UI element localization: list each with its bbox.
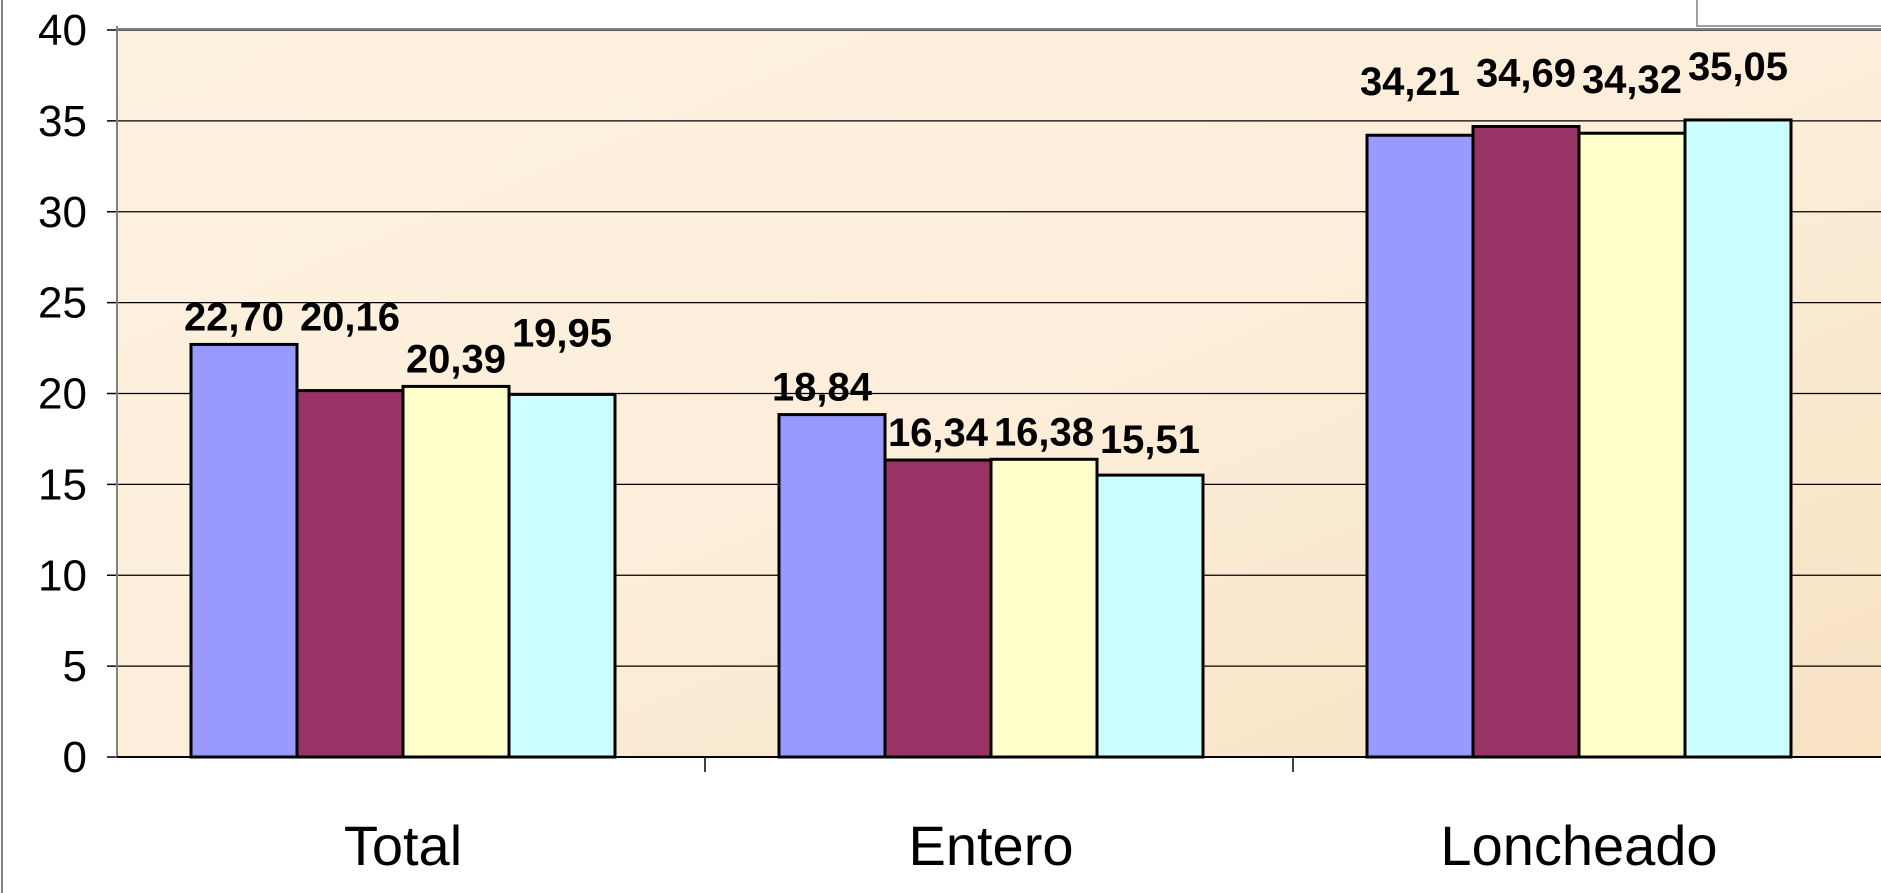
bar [989, 457, 1099, 759]
data-label: 19,95 [512, 311, 612, 355]
bar [1471, 125, 1581, 759]
legend-box-fragment [1696, 0, 1881, 27]
data-label: 34,21 [1360, 60, 1460, 104]
bar [1683, 118, 1793, 759]
bar [883, 458, 993, 759]
bar [1365, 133, 1475, 759]
y-tick-label: 25 [38, 279, 87, 328]
bar [1577, 131, 1687, 759]
y-tick-label: 5 [63, 642, 87, 691]
category-label: Entero [909, 814, 1074, 877]
y-tick-label: 40 [38, 6, 87, 55]
bar [1095, 473, 1205, 759]
data-label: 20,39 [406, 337, 506, 381]
data-label: 20,16 [300, 296, 400, 340]
category-label: Total [344, 814, 462, 877]
bar [507, 392, 617, 759]
data-label: 18,84 [772, 366, 873, 410]
data-label: 22,70 [184, 295, 284, 339]
y-tick-label: 30 [38, 188, 87, 237]
data-label: 16,38 [994, 410, 1094, 454]
data-label: 34,69 [1476, 52, 1576, 96]
data-label: 15,51 [1100, 418, 1200, 462]
bar [401, 384, 511, 759]
bar [189, 342, 299, 759]
labels: 0 5 10 15 20 25 30 35 40 Total 22,70 20,1620,3919,9… [38, 6, 1788, 877]
y-tick-label: 10 [38, 551, 87, 600]
category-label: Loncheado [1440, 814, 1717, 877]
bars [189, 118, 1793, 759]
data-label: 16,34 [888, 411, 989, 455]
data-label: 35,05 [1688, 45, 1788, 89]
y-tick-label: 0 [63, 733, 87, 782]
y-tick-label: 20 [38, 370, 87, 419]
bar [295, 389, 405, 759]
y-tick-label: 35 [38, 97, 87, 146]
y-tick-label: 15 [38, 460, 87, 509]
data-label: 34,32 [1582, 58, 1682, 102]
bar [777, 413, 887, 759]
